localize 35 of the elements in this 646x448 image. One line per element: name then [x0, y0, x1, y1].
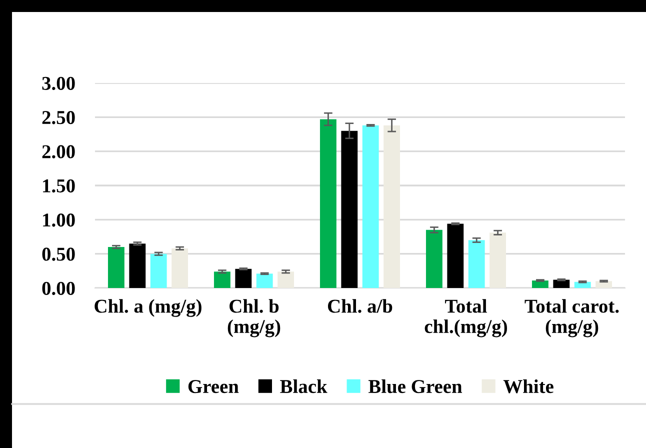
bar — [256, 274, 273, 288]
bar — [468, 240, 485, 288]
bar — [532, 280, 548, 288]
y-tick-label: 0.50 — [42, 248, 75, 261]
legend-label: Green — [188, 380, 239, 394]
legend-label: Black — [280, 379, 328, 394]
x-tick-label: Total carot. (mg/g) — [524, 299, 619, 338]
bar — [214, 272, 230, 288]
x-tick-label: Chl. a/b — [328, 299, 392, 313]
y-tick-label: 1.50 — [43, 179, 75, 193]
x-tick-label: Total chl.(mg/g) — [424, 299, 507, 338]
x-tick-label: Chl. a (mg/g) — [94, 299, 202, 317]
bar — [172, 248, 188, 288]
y-tick-label: 1.00 — [43, 213, 75, 227]
bar — [490, 232, 506, 288]
legend-label: Blue Green — [368, 379, 462, 394]
bar — [278, 272, 294, 288]
legend-label: White — [503, 379, 554, 394]
bar — [553, 280, 570, 288]
bar — [320, 119, 336, 288]
bar — [574, 282, 591, 288]
bar — [426, 230, 442, 288]
bar — [362, 125, 379, 288]
y-tick-label: 3.00 — [42, 76, 75, 90]
bar — [447, 224, 464, 288]
bar — [235, 268, 252, 288]
bar — [108, 247, 124, 288]
y-tick-label: 2.50 — [42, 110, 75, 124]
x-tick-label: Chl. b (mg/g) — [228, 299, 280, 338]
bar — [129, 244, 146, 288]
y-tick-label: 2.00 — [42, 145, 75, 158]
y-tick-label: 0.00 — [42, 282, 75, 296]
bar — [384, 125, 400, 288]
bar — [150, 254, 167, 288]
bar — [341, 130, 358, 288]
